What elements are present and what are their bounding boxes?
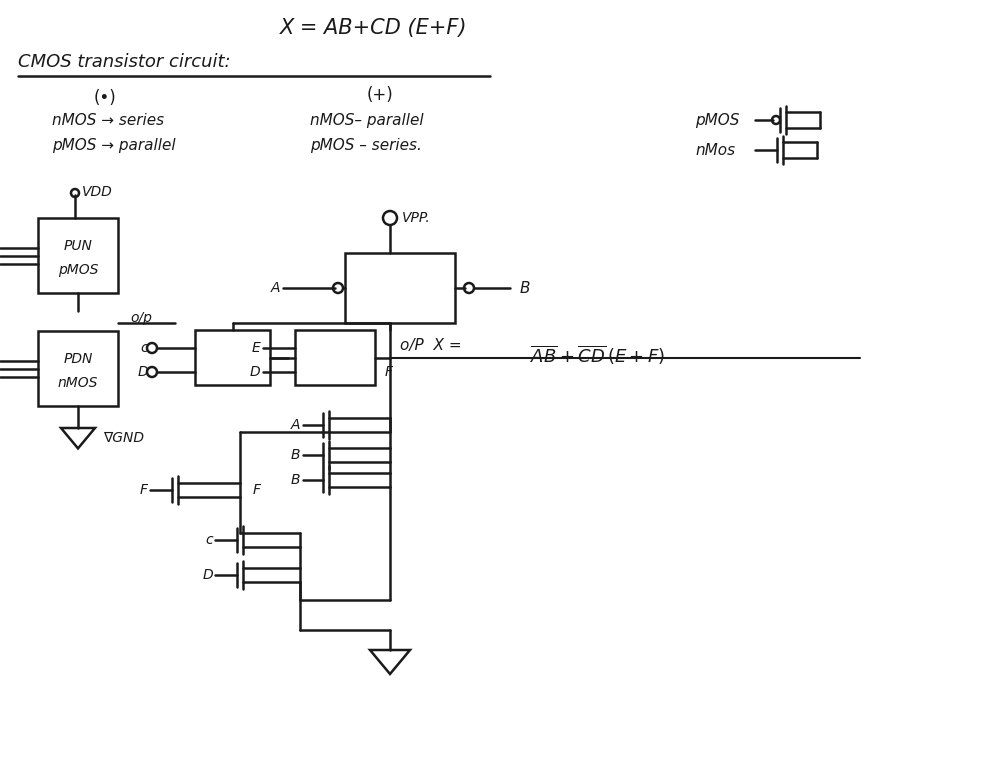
Text: c: c (205, 533, 213, 547)
Text: PUN: PUN (63, 239, 92, 253)
Text: ∇GND: ∇GND (103, 431, 144, 445)
Text: F: F (140, 483, 148, 497)
Text: PDN: PDN (63, 352, 92, 366)
Text: A: A (270, 281, 280, 295)
Text: pMOS: pMOS (58, 263, 98, 277)
Text: (+): (+) (367, 86, 393, 104)
Text: D: D (138, 365, 148, 379)
Text: nMos: nMos (695, 142, 735, 158)
Bar (38, 218, 118, 293)
Text: B: B (520, 280, 531, 296)
Text: pMOS → parallel: pMOS → parallel (52, 138, 176, 152)
Text: $\overline{AB}+\overline{CD}\,(E+F)$: $\overline{AB}+\overline{CD}\,(E+F)$ (530, 344, 665, 367)
Bar (38, 331, 118, 406)
Text: VPP.: VPP. (402, 211, 431, 225)
Bar (195, 330, 270, 385)
Text: o/p: o/p (130, 311, 152, 325)
Text: E: E (251, 341, 260, 355)
Text: nMOS: nMOS (58, 376, 98, 390)
Text: D: D (202, 568, 213, 582)
Text: CMOS transistor circuit:: CMOS transistor circuit: (18, 53, 230, 71)
Text: pMOS: pMOS (695, 113, 740, 127)
Text: X = AB+CD (E+F): X = AB+CD (E+F) (280, 18, 467, 38)
Text: B: B (290, 448, 300, 462)
Text: D: D (249, 365, 260, 379)
Text: B: B (290, 473, 300, 487)
Text: A: A (290, 418, 300, 432)
Text: VDD: VDD (82, 185, 113, 199)
Text: F: F (253, 483, 261, 497)
Text: c: c (141, 341, 148, 355)
Bar (295, 330, 375, 385)
Text: nMOS– parallel: nMOS– parallel (310, 113, 424, 127)
Text: F: F (385, 365, 393, 379)
Text: (•): (•) (93, 89, 117, 107)
Text: o/P  X =: o/P X = (400, 338, 466, 353)
Text: pMOS – series.: pMOS – series. (310, 138, 422, 152)
Text: nMOS → series: nMOS → series (52, 113, 164, 127)
Bar (345, 253, 455, 323)
